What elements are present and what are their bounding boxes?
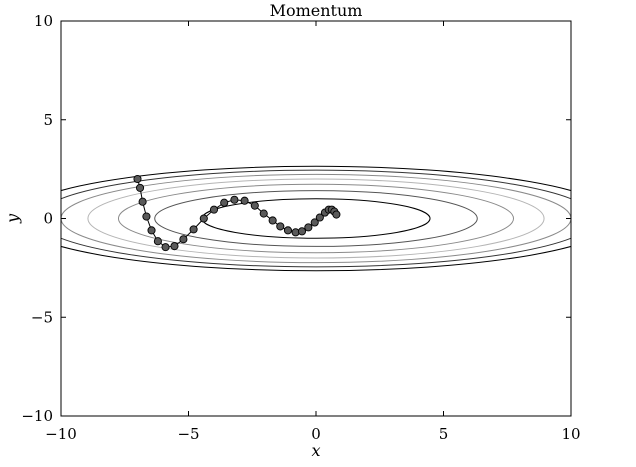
x-tick-label: 0: [311, 425, 321, 443]
y-tick-label: 0: [43, 210, 53, 228]
path-point: [259, 209, 268, 218]
path-point: [179, 235, 188, 244]
optimizer-path: [133, 174, 341, 252]
path-point: [135, 183, 145, 192]
axis-ticks: −10 −5 0 5 10 −10 −5 0 5 10: [21, 12, 580, 443]
y-tick-label: 10: [34, 12, 53, 30]
path-point: [147, 226, 156, 235]
path-point: [250, 201, 259, 210]
path-point: [315, 213, 324, 222]
path-point: [199, 214, 208, 223]
path-point: [209, 205, 219, 214]
chart-title: Momentum: [270, 1, 363, 20]
x-tick-label: 5: [439, 425, 449, 443]
path-point: [332, 210, 341, 219]
path-point: [276, 222, 285, 231]
x-tick-label: −10: [45, 425, 77, 443]
path-point: [220, 198, 229, 207]
path-point: [170, 242, 179, 251]
path-point: [283, 226, 293, 235]
y-tick-label: 5: [43, 111, 53, 129]
path-point: [268, 216, 277, 225]
path-point: [161, 243, 170, 252]
path-point: [133, 174, 142, 184]
contour-line: [87, 178, 545, 259]
x-tick-label: −5: [177, 425, 199, 443]
path-line: [137, 178, 337, 248]
contour-line: [61, 173, 571, 264]
contour-line: [117, 183, 515, 254]
path-point: [153, 237, 162, 246]
y-tick-label: −10: [21, 407, 53, 425]
path-point: [142, 212, 151, 221]
contour-line: [61, 169, 571, 268]
path-point: [310, 218, 319, 227]
contour-line: [61, 165, 571, 272]
x-axis-label: x: [311, 441, 320, 460]
path-point: [304, 223, 313, 232]
y-axis-label: y: [3, 213, 22, 224]
path-point: [240, 196, 249, 205]
path-point: [297, 227, 307, 236]
x-tick-label: 10: [561, 425, 580, 443]
contour-line: [154, 190, 478, 247]
path-point: [138, 197, 147, 206]
path-point: [189, 225, 198, 234]
contour-lines: [61, 165, 571, 272]
y-tick-label: −5: [31, 308, 53, 326]
path-point: [230, 195, 239, 204]
